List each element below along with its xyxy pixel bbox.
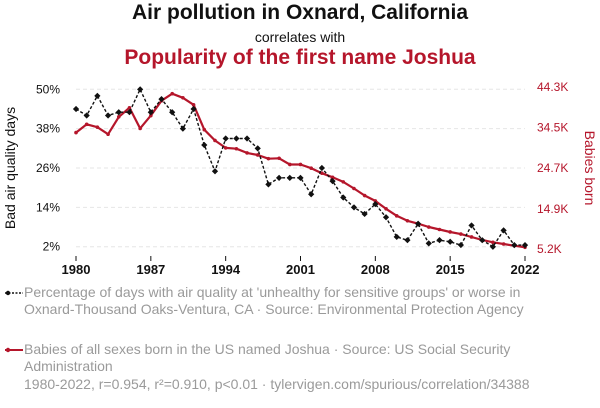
series-2-point: [138, 126, 142, 131]
series-2-point: [320, 171, 324, 175]
series-2-point: [95, 125, 100, 130]
legend-label-1: Percentage of days with air quality at '…: [24, 284, 524, 317]
series-2-point: [266, 156, 271, 161]
series-1-point: [382, 214, 390, 221]
series-2-point: [448, 230, 452, 234]
series-1-point: [340, 194, 347, 201]
footer-stats: 1980-2022, r=0.954, r²=0.910, p<0.01 · t…: [24, 376, 530, 392]
series-2-point: [255, 153, 260, 157]
series-2-point: [491, 240, 495, 245]
legend-label-2: Babies of all sexes born in the US named…: [24, 341, 511, 374]
series-2-point: [181, 96, 185, 100]
series-1-point: [286, 174, 293, 181]
series-1-point: [297, 174, 304, 181]
series-2-point: [426, 225, 431, 229]
series-1-point: [457, 241, 464, 249]
series-2-point: [469, 235, 474, 239]
series-1-point: [372, 200, 379, 208]
legend-swatch-1: [5, 290, 23, 296]
series-2-point: [213, 138, 217, 143]
y-right-axis-label: Babies born: [582, 131, 598, 206]
series-2-point: [234, 146, 239, 151]
series-2-point: [127, 105, 132, 110]
series-2-line: [75, 92, 526, 249]
series-2-point: [330, 175, 335, 180]
y-right-tick-label: 44.3K: [537, 80, 568, 94]
y-right-tick-label: 14.9K: [537, 202, 568, 216]
series-1-point: [393, 233, 400, 241]
y-right-tick-label: 5.2K: [537, 242, 562, 256]
series-1-point: [104, 112, 112, 119]
x-tick-label: 2008: [361, 262, 390, 277]
series-2-point: [223, 146, 228, 150]
series-2-point: [437, 227, 442, 232]
series-1-point: [201, 141, 208, 149]
legend-series-2: Babies of all sexes born in the US named…: [4, 341, 564, 375]
series-1-point: [447, 238, 454, 245]
series-2-point: [277, 156, 281, 161]
series-1-point: [233, 135, 240, 142]
series-1-point: [94, 92, 101, 99]
series-2-point: [245, 151, 249, 155]
series-2-point: [384, 206, 388, 211]
series-2-point: [341, 180, 346, 184]
series-1-point: [479, 237, 486, 244]
series-2-point: [116, 115, 121, 119]
y-left-tick-label: 38%: [36, 122, 60, 136]
series-2-point: [84, 122, 89, 127]
series-2-point: [202, 127, 207, 132]
y-right-tick-label: 24.7K: [537, 161, 568, 175]
series-1-point: [308, 191, 315, 198]
x-tick-label: 2022: [511, 262, 540, 277]
series-2-point: [405, 219, 410, 223]
y-right-tick-label: 34.5K: [537, 121, 568, 135]
series-1-point: [72, 105, 80, 113]
series-2-point: [288, 162, 292, 167]
x-tick-label: 1980: [62, 262, 91, 277]
legend-swatch-2: [5, 347, 23, 353]
series-1-point: [318, 164, 325, 172]
series-2-point: [170, 91, 175, 96]
x-tick-label: 1994: [211, 262, 241, 277]
y-left-tick-label: 50%: [36, 82, 60, 96]
series-1-point: [179, 125, 186, 132]
series-1-point: [169, 109, 176, 116]
chart-title: Air pollution in Oxnard, California: [131, 1, 468, 24]
series-1-point: [83, 112, 90, 119]
series-2-point: [459, 232, 463, 236]
x-tick-label: 1987: [136, 262, 165, 277]
chart-connector: correlates with: [254, 29, 346, 45]
series-2-point: [106, 132, 110, 137]
y-left-tick-label: 14%: [36, 200, 60, 214]
series-2-point: [309, 166, 313, 171]
series-2-point: [394, 214, 399, 218]
series-1-point: [222, 135, 229, 142]
x-tick-label: 2015: [436, 262, 465, 277]
series-2-point: [191, 103, 196, 107]
series-1-point: [158, 96, 165, 103]
series-2-point: [352, 186, 356, 191]
y-left-axis-label: Bad air quality days: [2, 107, 18, 229]
series-2-point: [501, 242, 506, 246]
series-2-point: [373, 199, 378, 203]
x-tick-label: 2001: [286, 262, 315, 277]
series-1-point: [489, 243, 497, 250]
series-2-point: [149, 113, 153, 118]
series-2-point: [298, 162, 303, 167]
series-1-point: [137, 86, 144, 93]
series-1-point: [243, 135, 251, 142]
chart-area: 2% 14% 26% 38% 50% 5.2K 14.9K 24.7K 34.5K 44.3K 19…: [2, 80, 598, 277]
series-1-point: [254, 145, 261, 152]
series-1-point: [436, 237, 443, 244]
series-2-point: [362, 193, 367, 198]
y-left-tick-label: 2%: [43, 240, 61, 254]
series-1-point: [425, 240, 432, 247]
series-1-point: [275, 174, 283, 181]
legend-series-1: Percentage of days with air quality at '…: [4, 284, 564, 318]
series-1-point: [190, 105, 197, 113]
y-left-tick-label: 26%: [36, 161, 60, 175]
series-1-point: [211, 168, 219, 175]
series-2-point: [74, 130, 78, 135]
chart-subtitle: Popularity of the first name Joshua: [124, 46, 476, 69]
